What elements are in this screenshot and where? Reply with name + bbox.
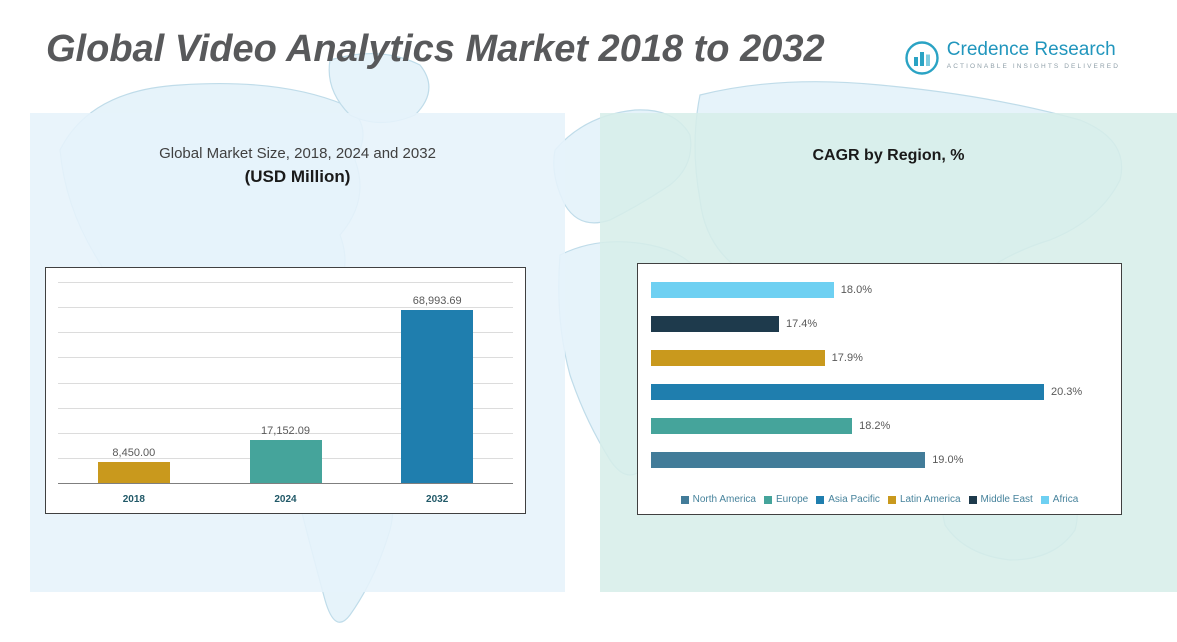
legend-swatch-asia-pacific — [816, 495, 825, 504]
cagr-row-europe: 18.2% — [651, 418, 1108, 434]
legend-swatch-latin-america — [887, 495, 896, 504]
gridline — [58, 432, 513, 434]
logo-text-block: Credence Research Actionable Insights De… — [946, 39, 1120, 70]
bar-2018 — [97, 461, 170, 483]
bar-value-label-europe: 18.2% — [859, 420, 891, 432]
bar-column-2018: 8,450.00 — [58, 282, 210, 483]
logo-tagline: Actionable Insights Delivered — [946, 62, 1120, 70]
bar-value-label-africa: 18.0% — [840, 284, 872, 296]
gridline — [58, 407, 513, 409]
bar-2032 — [401, 309, 474, 483]
bar-column-2032: 68,993.69 — [361, 282, 513, 483]
legend-item-africa: Africa — [1040, 494, 1079, 505]
cagr-row-middle-east: 17.4% — [651, 316, 1108, 332]
legend-label-north-america: North America — [692, 494, 756, 505]
legend-label-asia-pacific: Asia Pacific — [828, 494, 880, 505]
market-size-chart-subtitle: (USD Million) — [244, 167, 351, 186]
legend-swatch-north-america — [680, 495, 689, 504]
page-title: Global Video Analytics Market 2018 to 20… — [46, 28, 825, 70]
legend-item-middle-east: Middle East — [968, 494, 1033, 505]
bar-columns: 8,450.00 17,152.09 68,993.69 — [58, 282, 513, 483]
legend-swatch-europe — [764, 495, 772, 504]
category-label-2032: 2032 — [426, 494, 449, 505]
cagr-legend: North America Europe Asia Pacific Latin Ame… — [638, 494, 1121, 505]
legend-item-north-america: North America — [680, 494, 756, 505]
gridline — [58, 382, 513, 384]
gridline — [58, 282, 513, 283]
bar-asia-pacific — [651, 384, 1045, 400]
bar-middle-east — [651, 316, 779, 332]
legend-label-latin-america: Latin America — [899, 494, 961, 505]
bar-latin-america — [651, 350, 825, 366]
bar-value-label-middle-east: 17.4% — [785, 318, 818, 330]
legend-label-europe: Europe — [776, 494, 809, 505]
market-size-chart-title: Global Market Size, 2018, 2024 and 2032 — [159, 145, 436, 162]
legend-label-middle-east: Middle East — [980, 494, 1033, 505]
bar-africa — [651, 282, 834, 298]
market-size-categories: 2018 2024 2032 — [58, 494, 513, 505]
category-label-2018: 2018 — [122, 494, 145, 505]
bar-value-label-2018: 8,450.00 — [112, 446, 156, 459]
legend-label-africa: Africa — [1052, 494, 1079, 505]
bar-column-2024: 17,152.09 — [210, 282, 362, 483]
logo-name: Credence Research — [946, 39, 1116, 60]
credence-research-logo: Credence Research Actionable Insights De… — [904, 39, 1120, 76]
cagr-panel: CAGR by Region, % 18.0% 17.4% 17.9% 20.3% 18… — [600, 113, 1177, 592]
gridline — [58, 332, 513, 334]
bar-north-america — [651, 452, 926, 468]
bar-europe — [651, 418, 853, 434]
bar-value-label-2032: 68,993.69 — [412, 294, 462, 307]
cagr-chart-title: CAGR by Region, % — [812, 147, 965, 164]
market-size-plot: 8,450.00 17,152.09 68,993.69 — [58, 282, 513, 484]
logo-chart-icon — [905, 41, 939, 75]
cagr-row-north-america: 19.0% — [651, 452, 1108, 468]
bar-value-label-latin-america: 17.9% — [831, 352, 863, 364]
x-axis-line — [58, 483, 513, 484]
cagr-plot: 18.0% 17.4% 17.9% 20.3% 18.2% 19.0% — [651, 282, 1108, 468]
cagr-row-asia-pacific: 20.3% — [651, 384, 1108, 400]
legend-item-europe: Europe — [764, 494, 808, 505]
cagr-row-africa: 18.0% — [651, 282, 1108, 298]
gridline — [58, 307, 513, 309]
category-label-2024: 2024 — [274, 494, 297, 505]
bar-value-label-north-america: 19.0% — [932, 454, 964, 466]
cagr-row-latin-america: 17.9% — [651, 350, 1108, 366]
bar-2024 — [249, 439, 322, 483]
cagr-chart: 18.0% 17.4% 17.9% 20.3% 18.2% 19.0% North Ame… — [637, 263, 1122, 515]
legend-item-latin-america: Latin America — [887, 494, 961, 505]
legend-swatch-africa — [1040, 495, 1049, 504]
market-size-chart: 8,450.00 17,152.09 68,993.69 2018 2024 2032 — [45, 267, 526, 514]
legend-item-asia-pacific: Asia Pacific — [816, 494, 880, 505]
bar-value-label-asia-pacific: 20.3% — [1051, 386, 1083, 398]
bar-value-label-2024: 17,152.09 — [261, 424, 310, 437]
gridline — [58, 357, 513, 359]
market-size-panel: Global Market Size, 2018, 2024 and 2032 … — [30, 113, 565, 592]
legend-swatch-middle-east — [968, 495, 977, 504]
